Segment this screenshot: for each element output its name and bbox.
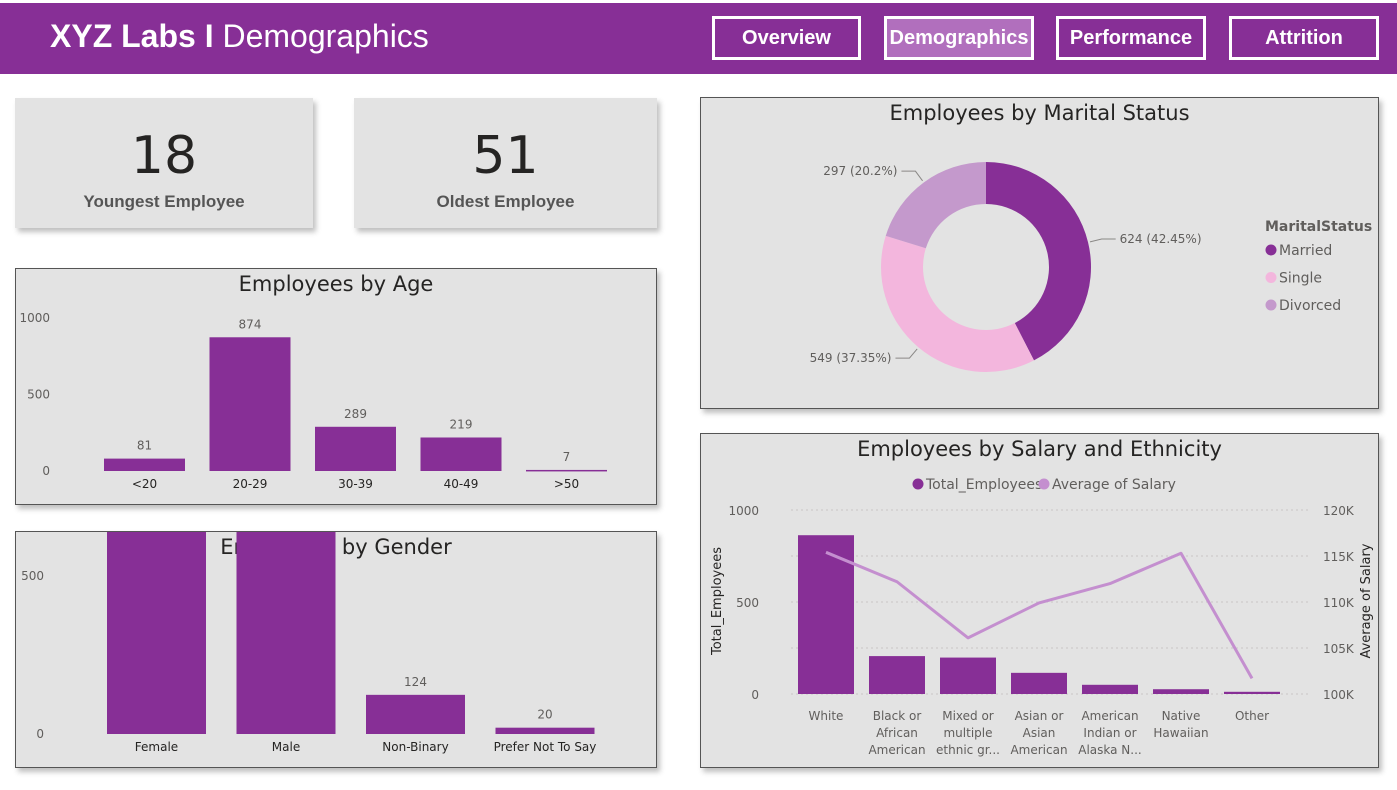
bar-salary-ethnicity [869,656,925,694]
salary-chart: Total_Employees Average of Salary 100K 105K… [710,477,1374,757]
y2-tick-label: 120K [1323,504,1355,518]
y-tick-label: 0 [751,688,759,702]
y-axis-title: Total_Employees [710,547,725,656]
leader-line [1089,238,1116,243]
salary-line [825,550,1254,680]
x-tick-label: <20 [132,477,157,491]
app-title: XYZ Labs I Demographics [50,18,429,55]
x-tick-label: Mixed or multiple ethnic gr... [936,709,1000,757]
marital-chart: 624 (42.45%) 549 (37.35%) 297 (20.2%) Marit… [810,162,1372,372]
x-tick-label: >50 [554,477,579,491]
nav-performance-button[interactable]: Performance [1056,16,1206,60]
data-label: 289 [344,407,367,421]
y-tick-label: 0 [36,727,44,741]
bar-salary-ethnicity [1153,689,1209,694]
bar-gender [366,694,465,734]
age-chart-card: Employees by Age 0 500 1000 81 <20 874 20-29 28… [15,268,657,505]
bar-salary-ethnicity [1224,691,1280,694]
y-tick-label: 1000 [728,504,759,518]
data-label: 124 [404,675,427,689]
legend-title: MaritalStatus [1265,219,1372,235]
age-chart: 0 500 1000 81 <20 874 20-29 289 30-39 219 40-49 7 >5… [19,311,607,491]
bar-age [526,469,607,472]
leader-line [901,170,923,182]
bar-gender [107,532,206,734]
y-tick-label: 0 [42,464,50,478]
x-tick-label: Other [1235,709,1269,723]
y-tick-label: 500 [736,596,759,610]
x-tick-label: 30-39 [338,477,373,491]
header-bar: XYZ Labs I Demographics Overview Demogra… [0,3,1397,74]
bar-salary-ethnicity [1082,684,1138,694]
legend-marker-divorced [1265,299,1277,311]
marital-chart-title: Employees by Marital Status [889,101,1190,125]
data-label: 297 (20.2%) [823,164,897,178]
app-title-page: Demographics [222,18,429,54]
youngest-employee-card: 18 Youngest Employee [15,98,313,228]
donut-slice-single [881,235,1034,372]
gender-chart: 0500675Female651Male124Non-Binary20Prefe… [21,532,597,754]
y-tick-label: 500 [27,388,50,402]
age-chart-title: Employees by Age [238,272,434,296]
y2-axis-title: Average of Salary [1359,543,1374,658]
data-label: 7 [563,450,571,464]
legend-label: Total_Employees [925,477,1042,493]
x-tick-label: 40-49 [444,477,479,491]
oldest-employee-card: 51 Oldest Employee [354,98,657,228]
x-tick-label: Black or African American [868,709,925,757]
donut-slice-divorced [885,162,986,249]
bar-salary-ethnicity [940,657,996,694]
legend-label: Divorced [1279,298,1341,314]
data-label: 549 (37.35%) [810,351,892,365]
nav-demographics-button[interactable]: Demographics [884,16,1034,60]
youngest-employee-value: 18 [130,126,198,186]
y2-tick-label: 110K [1323,596,1355,610]
oldest-employee-value: 51 [472,126,539,186]
legend-label: Married [1279,243,1332,259]
y-tick-label: 500 [21,569,44,583]
bar-salary-ethnicity [1011,672,1067,694]
bar-age [420,437,502,471]
marital-chart-card: Employees by Marital Status 624 (42.45%)… [700,97,1379,409]
data-label: 20 [537,708,552,722]
y2-tick-label: 115K [1323,550,1355,564]
bar-age [209,337,291,471]
legend-label: Single [1279,271,1322,287]
bar-age [315,426,396,471]
y2-tick-label: 100K [1323,688,1355,702]
app-title-brand: XYZ Labs I [50,18,214,54]
nav-overview-button[interactable]: Overview [712,16,861,60]
gender-chart-card: Employees by Gender 0500675Female651Male… [15,531,657,768]
legend-marker-single [1265,272,1277,283]
legend-marker-total-employees [912,478,924,490]
x-tick-label: Asian or Asian American [1010,709,1067,757]
oldest-employee-label: Oldest Employee [436,192,575,211]
y2-tick-label: 105K [1323,642,1355,656]
data-label: 219 [450,417,473,431]
x-tick-label: American Indian or Alaska N... [1078,709,1141,757]
legend-marker-average-salary [1038,478,1050,490]
nav-attrition-button[interactable]: Attrition [1229,16,1379,60]
x-tick-label: White [809,709,844,723]
x-tick-label: 20-29 [233,477,268,491]
data-label: 624 (42.45%) [1120,232,1202,246]
x-tick-label: Female [135,740,178,754]
donut-slice-married [986,162,1091,361]
x-tick-label: Non-Binary [382,740,448,754]
salary-chart-title: Employees by Salary and Ethnicity [857,437,1222,461]
bar-age [104,458,185,471]
y-tick-label: 1000 [19,311,50,325]
bar-gender [236,532,336,734]
youngest-employee-label: Youngest Employee [83,192,245,211]
legend-marker-married [1265,244,1277,256]
data-label: 874 [239,317,262,331]
x-tick-label: Native Hawaiian [1153,709,1208,740]
leader-line [895,348,918,359]
bar-gender [495,727,595,734]
salary-chart-card: Employees by Salary and Ethnicity Total_… [700,433,1379,768]
data-label: 81 [137,439,152,453]
x-tick-label: Male [272,740,300,754]
x-tick-label: Prefer Not To Say [494,740,597,754]
legend-label: Average of Salary [1052,477,1176,493]
